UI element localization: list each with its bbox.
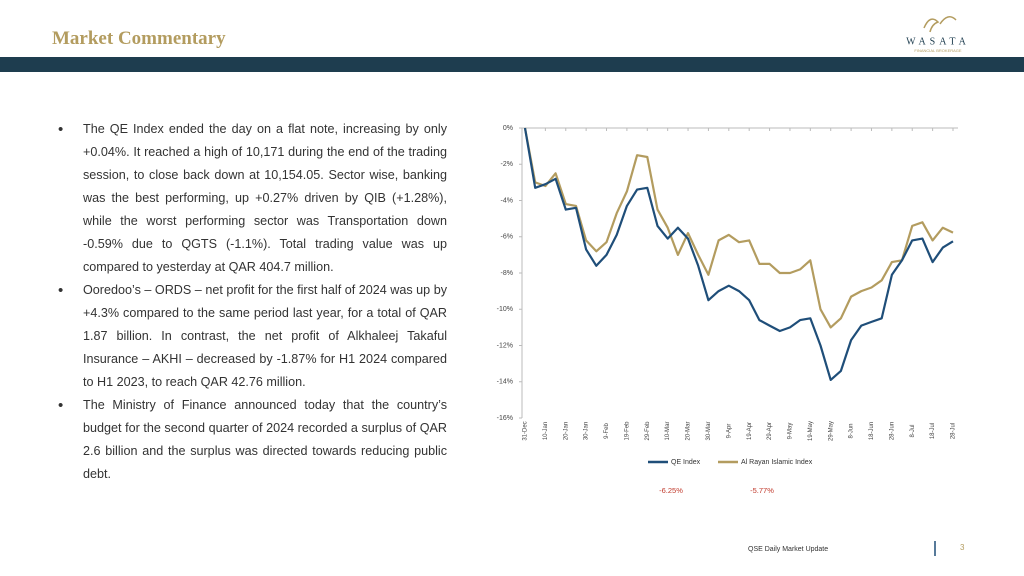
x-tick-label: 9-Feb <box>604 423 610 439</box>
series-line <box>523 127 954 381</box>
slide-title: Market Commentary <box>52 28 226 49</box>
x-tick-label: 19-Feb <box>624 421 630 441</box>
bullet-list: The QE Index ended the day on a flat not… <box>58 118 447 486</box>
header-bar <box>0 57 1024 72</box>
y-tick-label: -10% <box>497 306 513 313</box>
y-tick-label: -2% <box>501 161 513 168</box>
y-tick-label: -16% <box>497 415 513 422</box>
x-tick-label: 18-Jun <box>869 422 875 440</box>
logo: WASATA <box>906 36 970 47</box>
y-tick-label: -6% <box>501 234 513 241</box>
x-tick-label: 30-Mar <box>706 421 712 440</box>
footer-text: QSE Daily Market Update <box>748 546 828 553</box>
x-tick-label: 28-Jun <box>889 422 895 440</box>
x-tick-label: 28-Jul <box>951 423 957 439</box>
y-tick-label: -12% <box>497 342 513 349</box>
legend-label: QE Index <box>671 459 701 466</box>
x-tick-label: 18-Jul <box>930 423 936 439</box>
x-tick-label: 10-Mar <box>665 421 671 440</box>
x-tick-label: 29-May <box>828 421 834 441</box>
x-tick-label: 19-May <box>808 421 814 441</box>
x-tick-label: 8-Jul <box>910 424 916 437</box>
legend-label: Al Rayan Islamic Index <box>741 459 813 466</box>
value-label: -5.77% <box>750 486 774 495</box>
y-tick-label: -14% <box>497 379 513 386</box>
x-tick-label: 20-Mar <box>686 421 692 440</box>
x-tick-label: 8-Jun <box>849 423 855 438</box>
x-tick-label: 9-May <box>788 423 794 440</box>
bullet: The QE Index ended the day on a flat not… <box>58 118 447 279</box>
y-tick-label: -4% <box>501 197 513 204</box>
logo-tagline: FINANCIAL BROKERAGE <box>914 48 962 53</box>
series-line <box>523 127 954 329</box>
bullet: Ooredoo’s – ORDS – net profit for the fi… <box>58 279 447 394</box>
x-tick-label: 29-Apr <box>767 422 773 440</box>
page-number: 3 <box>960 543 965 552</box>
x-tick-label: 30-Jan <box>584 422 590 440</box>
x-tick-label: 9-Apr <box>726 424 732 439</box>
x-tick-label: 29-Feb <box>645 421 651 441</box>
x-tick-label: 20-Jan <box>563 422 569 440</box>
y-tick-label: 0% <box>503 125 513 132</box>
x-tick-label: 10-Jan <box>543 422 549 440</box>
x-tick-label: 31-Dec <box>523 421 529 440</box>
logo-mark <box>923 16 957 33</box>
y-tick-label: -8% <box>501 270 513 277</box>
bullet: The Ministry of Finance announced today … <box>58 394 447 486</box>
value-label: -6.25% <box>659 486 683 495</box>
x-tick-label: 19-Apr <box>747 422 753 440</box>
